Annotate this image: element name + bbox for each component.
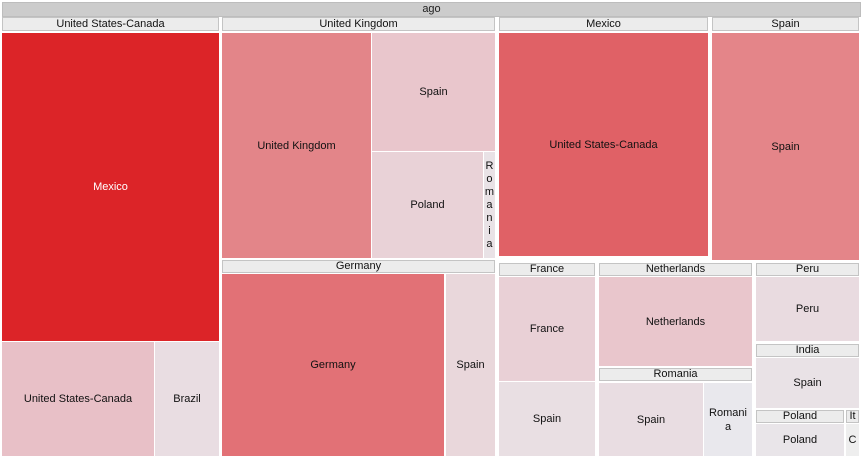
- tile-label: Poland: [410, 199, 445, 211]
- tile-france-spain[interactable]: Spain: [499, 382, 595, 456]
- tile-romania-spain[interactable]: Spain: [599, 383, 703, 456]
- tile-germany-spain[interactable]: Spain: [446, 274, 495, 456]
- tile-label: Germany: [310, 359, 356, 371]
- tile-united-kingdom-spain[interactable]: Spain: [372, 33, 495, 151]
- tile-label: Peru: [795, 303, 820, 315]
- tile-label: Brazil: [173, 393, 201, 405]
- tile-label: Spain: [793, 377, 822, 389]
- tile-label: Spain: [419, 86, 448, 98]
- group-header-india: India: [756, 344, 859, 357]
- tile-label: United States-Canada: [23, 393, 133, 405]
- group-header-netherlands: Netherlands: [599, 263, 752, 276]
- tile-romania-romania[interactable]: Romani a: [704, 383, 752, 456]
- tile-label: Poland: [782, 434, 818, 446]
- tile-label: Spain: [532, 413, 562, 425]
- tile-label: United Kingdom: [257, 139, 336, 152]
- tile-netherlands-netherlands[interactable]: Netherlands: [599, 277, 752, 366]
- tile-label: United States-Canada: [549, 138, 658, 151]
- group-header-united-kingdom: United Kingdom: [222, 17, 495, 31]
- tile-poland-poland[interactable]: Poland: [756, 424, 844, 456]
- tile-united-states-canada-united-states-canada[interactable]: United States-Canada: [2, 342, 154, 456]
- group-header-mexico: Mexico: [499, 17, 708, 31]
- tile-label: Spain: [771, 140, 800, 153]
- group-header-poland: Poland: [756, 410, 844, 423]
- tile-germany-germany[interactable]: Germany: [222, 274, 444, 456]
- group-header-united-states-canada: United States-Canada: [2, 17, 219, 31]
- root-title: ago: [2, 2, 861, 17]
- tile-united-kingdom-united-kingdom[interactable]: United Kingdom: [222, 33, 371, 258]
- group-header-spain: Spain: [712, 17, 859, 31]
- tile-united-states-canada-mexico[interactable]: Mexico: [2, 33, 219, 341]
- tile-label: Spain: [636, 413, 666, 426]
- tile-india-spain[interactable]: Spain: [756, 358, 859, 408]
- group-header-it: It: [846, 410, 859, 423]
- tile-label: Spain: [456, 359, 485, 371]
- group-header-romania: Romania: [599, 368, 752, 381]
- tile-united-kingdom-poland[interactable]: Poland: [372, 152, 483, 258]
- group-header-germany: Germany: [222, 260, 495, 273]
- group-header-france: France: [499, 263, 595, 276]
- group-header-peru: Peru: [756, 263, 859, 276]
- tile-spain-spain[interactable]: Spain: [712, 33, 859, 260]
- tile-united-states-canada-brazil[interactable]: Brazil: [155, 342, 219, 456]
- tile-label: Netherlands: [645, 315, 706, 328]
- tile-label: France: [529, 323, 565, 335]
- tile-it-c[interactable]: C: [846, 424, 859, 456]
- tile-peru-peru[interactable]: Peru: [756, 277, 859, 341]
- tile-france-france[interactable]: France: [499, 277, 595, 381]
- tile-label: Mexico: [93, 181, 128, 193]
- tile-mexico-united-states-canada[interactable]: United States-Canada: [499, 33, 708, 256]
- tile-label: C: [848, 434, 857, 446]
